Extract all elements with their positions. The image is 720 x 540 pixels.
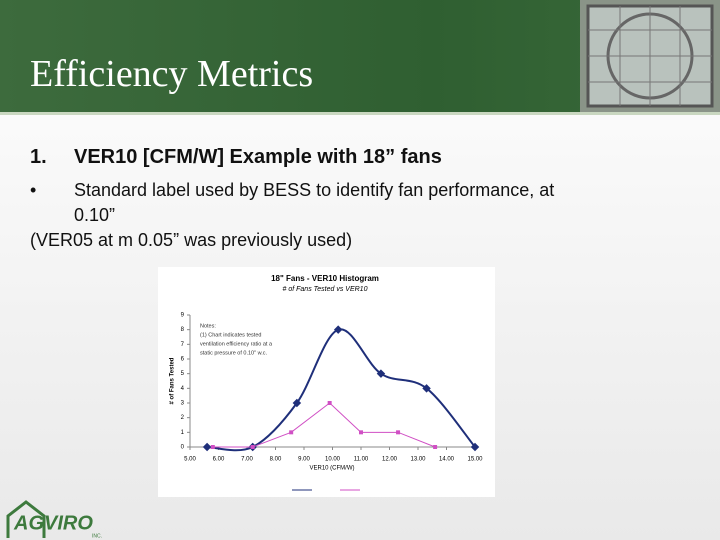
y-tick-label: 9 (181, 313, 185, 319)
data-point (210, 445, 215, 449)
slide-title: Efficiency Metrics (30, 53, 314, 95)
x-tick-label: 5.00 (184, 457, 196, 463)
chart-note: static pressure of 0.10" w.c. (200, 350, 268, 356)
x-tick-label: 10.00 (325, 457, 341, 463)
chart-note: Notes: (200, 323, 216, 329)
logo-suffix: INC. (92, 533, 102, 539)
data-point (359, 430, 363, 435)
note: (VER05 at m 0.05” was previously used) (30, 230, 353, 250)
y-tick-label: 3 (181, 401, 185, 407)
x-tick-label: 11.00 (354, 457, 369, 463)
data-point (333, 325, 343, 334)
bullet-text: Standard label used by BESS to identify … (74, 180, 555, 200)
y-tick-label: 7 (181, 342, 185, 348)
x-tick-label: 9.00 (298, 457, 310, 463)
x-tick-label: 6.00 (213, 457, 225, 463)
y-tick-label: 4 (181, 386, 185, 392)
data-point (202, 442, 212, 452)
x-axis-label: VER10 (CFM/W) (310, 466, 355, 472)
x-tick-label: 7.00 (241, 457, 253, 463)
bullet-text-continued: 0.10” (74, 205, 116, 225)
y-tick-label: 6 (181, 357, 185, 363)
x-tick-label: 12.00 (382, 457, 398, 463)
y-tick-label: 5 (181, 371, 185, 377)
data-point (422, 384, 431, 393)
y-axis-label: # of Fans Tested (170, 357, 176, 404)
logo-name: AGVIRO (13, 512, 93, 534)
data-point (470, 442, 480, 452)
data-point (376, 369, 386, 378)
x-tick-label: 8.00 (270, 457, 282, 463)
fan-photo (580, 0, 720, 112)
data-point (250, 445, 255, 449)
chart-note: (1) Chart indicates tested (200, 332, 261, 338)
y-tick-label: 8 (181, 327, 185, 333)
data-point (396, 430, 401, 435)
chart-area (158, 267, 495, 497)
chart-note: ventilation efficiency ratio at a (200, 341, 273, 347)
y-tick-label: 0 (181, 445, 185, 451)
data-point (289, 430, 294, 435)
list-marker: 1. (30, 146, 47, 168)
data-point (292, 398, 302, 408)
bullet: • (30, 180, 37, 200)
data-point (433, 445, 438, 449)
logo: AGVIRO INC. (6, 500, 102, 539)
y-tick-label: 1 (181, 430, 185, 436)
chart-subtitle: # of Fans Tested vs VER10 (283, 286, 368, 293)
x-tick-label: 14.00 (439, 457, 455, 463)
data-point (327, 401, 332, 405)
x-tick-label: 15.00 (467, 457, 483, 463)
y-tick-label: 2 (181, 415, 185, 421)
chart-title: 18" Fans - VER10 Histogram (271, 274, 379, 283)
list-text: VER10 [CFM/W] Example with 18” fans (74, 146, 442, 168)
x-tick-label: 13.00 (410, 457, 426, 463)
